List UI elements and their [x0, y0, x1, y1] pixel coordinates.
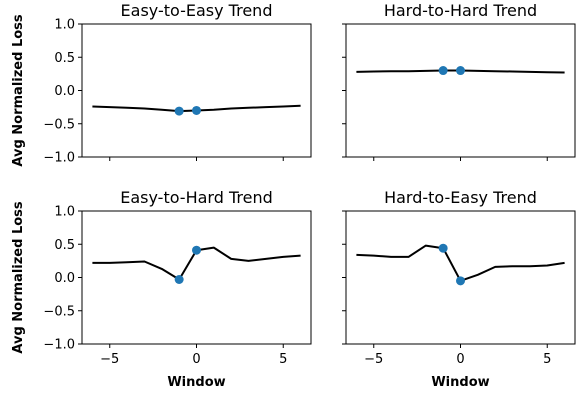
data-point: [174, 274, 184, 284]
x-axis-label: Window: [431, 375, 489, 390]
chart-title: Hard-to-Easy Trend: [384, 188, 537, 207]
x-tick-label: 5: [543, 352, 551, 367]
data-point: [192, 245, 201, 255]
x-tick-label: 0: [192, 352, 200, 367]
data-point: [174, 106, 184, 116]
series-line: [356, 244, 565, 282]
chart-panel-4: −5 0 5 Hard-to-Easy Trend Window: [342, 188, 576, 390]
plot-frame: [81, 23, 312, 158]
data-point: [456, 66, 465, 76]
chart-panel-1: −1.0 −0.5 0.0 0.5 1.0 Easy-to-Easy Trend Avg N…: [11, 1, 312, 167]
y-tick-label: −1.0: [43, 151, 75, 166]
x-axis-label: Window: [167, 375, 225, 390]
x-tick-label: −5: [364, 352, 383, 367]
y-tick-label: 0.5: [54, 51, 75, 66]
data-point: [192, 105, 201, 115]
y-tick-label: −1.0: [43, 338, 75, 353]
y-tick-label: 0.0: [54, 271, 75, 286]
y-axis-label: Avg Normalized Loss: [11, 201, 26, 354]
y-tick-label: 0.0: [54, 84, 75, 99]
chart-title: Easy-to-Easy Trend: [121, 1, 273, 20]
data-point: [438, 66, 448, 76]
y-tick-label: 0.5: [54, 238, 75, 253]
plot-frame: [345, 23, 576, 158]
plot-frame: [81, 210, 312, 345]
y-tick-label: −0.5: [43, 304, 75, 319]
data-point: [456, 276, 465, 286]
x-tick-label: 0: [456, 352, 464, 367]
chart-title: Easy-to-Hard Trend: [120, 188, 273, 207]
plot-frame: [345, 210, 576, 345]
y-tick-label: −0.5: [43, 117, 75, 132]
y-tick-label: 1.0: [54, 205, 75, 220]
y-axis-label: Avg Normalized Loss: [11, 14, 26, 167]
chart-panel-2: Hard-to-Hard Trend: [342, 1, 576, 161]
chart-title: Hard-to-Hard Trend: [384, 1, 537, 20]
y-tick-label: 1.0: [54, 18, 75, 33]
x-tick-label: 5: [279, 352, 287, 367]
data-point: [438, 243, 448, 253]
x-tick-label: −5: [100, 352, 119, 367]
chart-panel-3: −1.0 −0.5 0.0 0.5 1.0 −5 0 5 Easy-to-Hard Trend W…: [11, 188, 312, 390]
